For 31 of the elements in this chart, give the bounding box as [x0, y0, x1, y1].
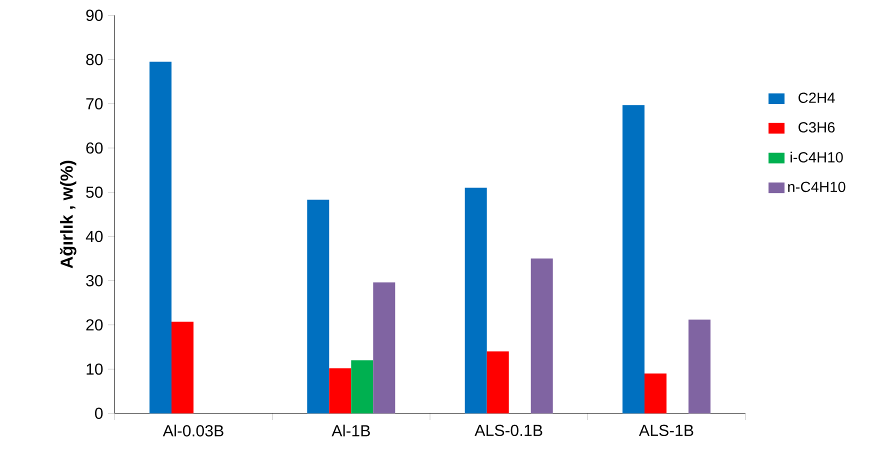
- legend-label: i-C4H10: [790, 152, 843, 162]
- bar: [172, 322, 194, 414]
- bar: [486, 351, 509, 414]
- y-tick-label: 50: [86, 186, 103, 198]
- y-tick-label: 20: [86, 319, 103, 331]
- x-tick-label: Al-1B: [332, 424, 370, 436]
- y-tick-label: 60: [86, 142, 103, 154]
- bar: [329, 368, 352, 414]
- y-axis-title: Ağırlık , w(%): [60, 160, 76, 268]
- bar: [464, 188, 487, 414]
- bar: [530, 258, 553, 414]
- bar: [351, 360, 374, 414]
- y-tick-label: 90: [86, 10, 103, 21]
- y-tick-label: 10: [86, 363, 103, 375]
- bar: [688, 320, 711, 414]
- legend-label: C3H6: [798, 122, 835, 133]
- y-tick-label: 0: [95, 408, 103, 419]
- bar: [622, 105, 645, 414]
- x-tick-label: Al-0.03B: [162, 424, 224, 436]
- legend-label: n-C4H10: [788, 182, 846, 192]
- bar: [644, 374, 667, 414]
- x-tick-label: ALS-0.1B: [474, 424, 542, 436]
- bar: [150, 62, 172, 414]
- y-tick-label: 40: [86, 230, 103, 242]
- x-tick-label: ALS-1B: [638, 424, 694, 436]
- y-tick-label: 30: [86, 275, 103, 286]
- y-tick-label: 80: [86, 54, 103, 66]
- bar: [307, 200, 330, 414]
- y-tick-label: 70: [86, 98, 103, 110]
- bar: [373, 282, 396, 414]
- legend-label: C2H4: [798, 92, 835, 103]
